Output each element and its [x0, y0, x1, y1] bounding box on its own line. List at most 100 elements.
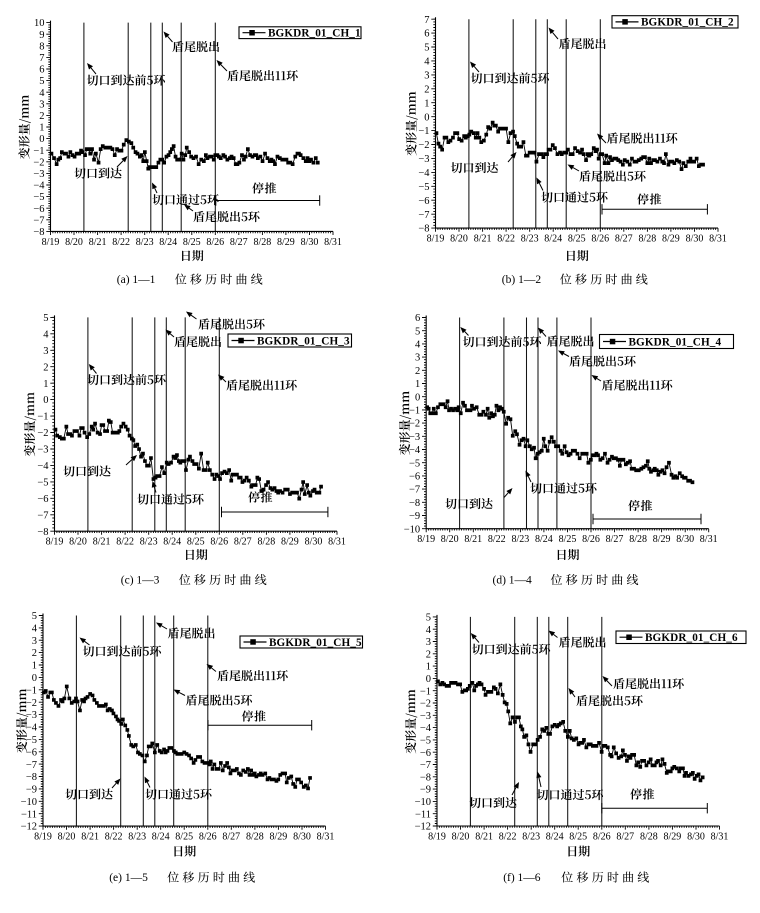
svg-text:8/19: 8/19 — [34, 832, 52, 843]
svg-text:3: 3 — [424, 71, 429, 82]
svg-text:−9: −9 — [409, 511, 420, 522]
svg-text:−7: −7 — [409, 485, 420, 496]
svg-text:8/25: 8/25 — [569, 832, 587, 843]
svg-text:8/20: 8/20 — [58, 832, 76, 843]
svg-text:0: 0 — [32, 673, 37, 684]
svg-text:−4: −4 — [33, 181, 45, 192]
svg-text:−3: −3 — [418, 154, 429, 165]
svg-text:8/26: 8/26 — [199, 832, 217, 843]
svg-text:8/31: 8/31 — [317, 832, 335, 843]
svg-text:8/29: 8/29 — [281, 537, 299, 548]
svg-text:−7: −7 — [420, 760, 431, 771]
svg-text:−10: −10 — [404, 524, 420, 535]
svg-text:8/27: 8/27 — [222, 832, 240, 843]
svg-text:2: 2 — [32, 648, 37, 659]
svg-text:8/19: 8/19 — [46, 537, 64, 548]
svg-text:8/29: 8/29 — [270, 832, 288, 843]
svg-text:−7: −7 — [26, 760, 37, 771]
svg-text:8: 8 — [39, 41, 44, 52]
svg-text:−2: −2 — [418, 140, 429, 151]
svg-text:8/22: 8/22 — [497, 234, 515, 245]
svg-text:−1: −1 — [33, 146, 44, 157]
svg-text:8/29: 8/29 — [653, 534, 671, 545]
svg-text:2: 2 — [415, 366, 420, 377]
svg-text:(e) 1—5: (e) 1—5 — [109, 872, 148, 884]
svg-text:(a) 1—1: (a) 1—1 — [117, 274, 156, 286]
svg-text:4: 4 — [415, 340, 421, 351]
svg-text:2: 2 — [43, 362, 48, 373]
svg-text:−8: −8 — [37, 527, 48, 538]
svg-text:8/27: 8/27 — [615, 234, 633, 245]
svg-text:8/30: 8/30 — [305, 537, 323, 548]
svg-text:10: 10 — [34, 18, 45, 29]
svg-text:8/24: 8/24 — [535, 534, 553, 545]
svg-text:−7: −7 — [37, 510, 48, 521]
svg-text:8/30: 8/30 — [676, 534, 694, 545]
svg-text:−10: −10 — [21, 797, 37, 808]
svg-text:8/20: 8/20 — [452, 832, 470, 843]
svg-text:5: 5 — [424, 43, 429, 54]
svg-text:8/25: 8/25 — [183, 237, 201, 248]
svg-text:(c) 1—3: (c) 1—3 — [121, 575, 160, 587]
svg-text:3: 3 — [39, 99, 44, 110]
svg-text:8/25: 8/25 — [187, 537, 205, 548]
svg-text:−2: −2 — [26, 698, 37, 709]
svg-text:3: 3 — [426, 637, 431, 648]
svg-text:3: 3 — [43, 346, 48, 357]
svg-text:8/27: 8/27 — [230, 237, 248, 248]
svg-text:−3: −3 — [420, 711, 431, 722]
svg-text:−5: −5 — [420, 736, 431, 747]
svg-text:−3: −3 — [33, 169, 44, 180]
svg-text:8/27: 8/27 — [606, 534, 624, 545]
svg-text:8/29: 8/29 — [664, 832, 682, 843]
svg-text:−3: −3 — [37, 445, 48, 456]
svg-text:−2: −2 — [409, 419, 420, 430]
svg-text:−8: −8 — [418, 224, 429, 235]
svg-text:2: 2 — [424, 84, 429, 95]
svg-text:−4: −4 — [418, 168, 430, 179]
svg-text:−7: −7 — [33, 215, 44, 226]
svg-text:8/23: 8/23 — [512, 534, 530, 545]
svg-text:−5: −5 — [33, 192, 44, 203]
svg-text:2: 2 — [426, 649, 431, 660]
svg-text:0: 0 — [424, 112, 429, 123]
svg-text:8/23: 8/23 — [522, 832, 540, 843]
svg-text:−8: −8 — [26, 772, 37, 783]
svg-text:8/27: 8/27 — [234, 537, 252, 548]
svg-text:8/22: 8/22 — [488, 534, 506, 545]
svg-text:8/31: 8/31 — [328, 537, 346, 548]
svg-text:8/30: 8/30 — [687, 832, 705, 843]
svg-text:(f) 1—6: (f) 1—6 — [503, 872, 541, 884]
svg-text:−8: −8 — [409, 498, 420, 509]
svg-text:4: 4 — [32, 624, 38, 635]
svg-text:8/24: 8/24 — [163, 537, 181, 548]
svg-text:BGKDR_01_CH_1: BGKDR_01_CH_1 — [268, 28, 361, 40]
svg-text:−5: −5 — [26, 735, 37, 746]
svg-text:5: 5 — [39, 76, 44, 87]
svg-text:8/28: 8/28 — [254, 237, 272, 248]
svg-text:8/21: 8/21 — [475, 832, 493, 843]
svg-text:−2: −2 — [37, 428, 48, 439]
svg-text:6: 6 — [39, 65, 44, 76]
svg-text:8/31: 8/31 — [700, 534, 718, 545]
svg-text:8/26: 8/26 — [582, 534, 600, 545]
svg-text:(d) 1—4: (d) 1—4 — [493, 575, 533, 587]
svg-text:8/20: 8/20 — [450, 234, 468, 245]
svg-text:−11: −11 — [415, 809, 431, 820]
svg-text:BGKDR_01_CH_6: BGKDR_01_CH_6 — [645, 632, 738, 644]
svg-text:8/23: 8/23 — [128, 832, 146, 843]
svg-text:−4: −4 — [26, 723, 38, 734]
svg-text:8/19: 8/19 — [417, 534, 435, 545]
svg-text:1: 1 — [426, 662, 431, 673]
svg-text:−5: −5 — [418, 182, 429, 193]
svg-text:8/31: 8/31 — [709, 234, 727, 245]
svg-text:8/24: 8/24 — [152, 832, 170, 843]
svg-text:0: 0 — [43, 395, 48, 406]
svg-text:−6: −6 — [37, 494, 48, 505]
svg-text:−4: −4 — [420, 723, 432, 734]
svg-text:0: 0 — [415, 392, 420, 403]
svg-text:4: 4 — [43, 329, 49, 340]
svg-text:−6: −6 — [418, 196, 429, 207]
svg-text:5: 5 — [415, 326, 420, 337]
svg-text:8/25: 8/25 — [568, 234, 586, 245]
